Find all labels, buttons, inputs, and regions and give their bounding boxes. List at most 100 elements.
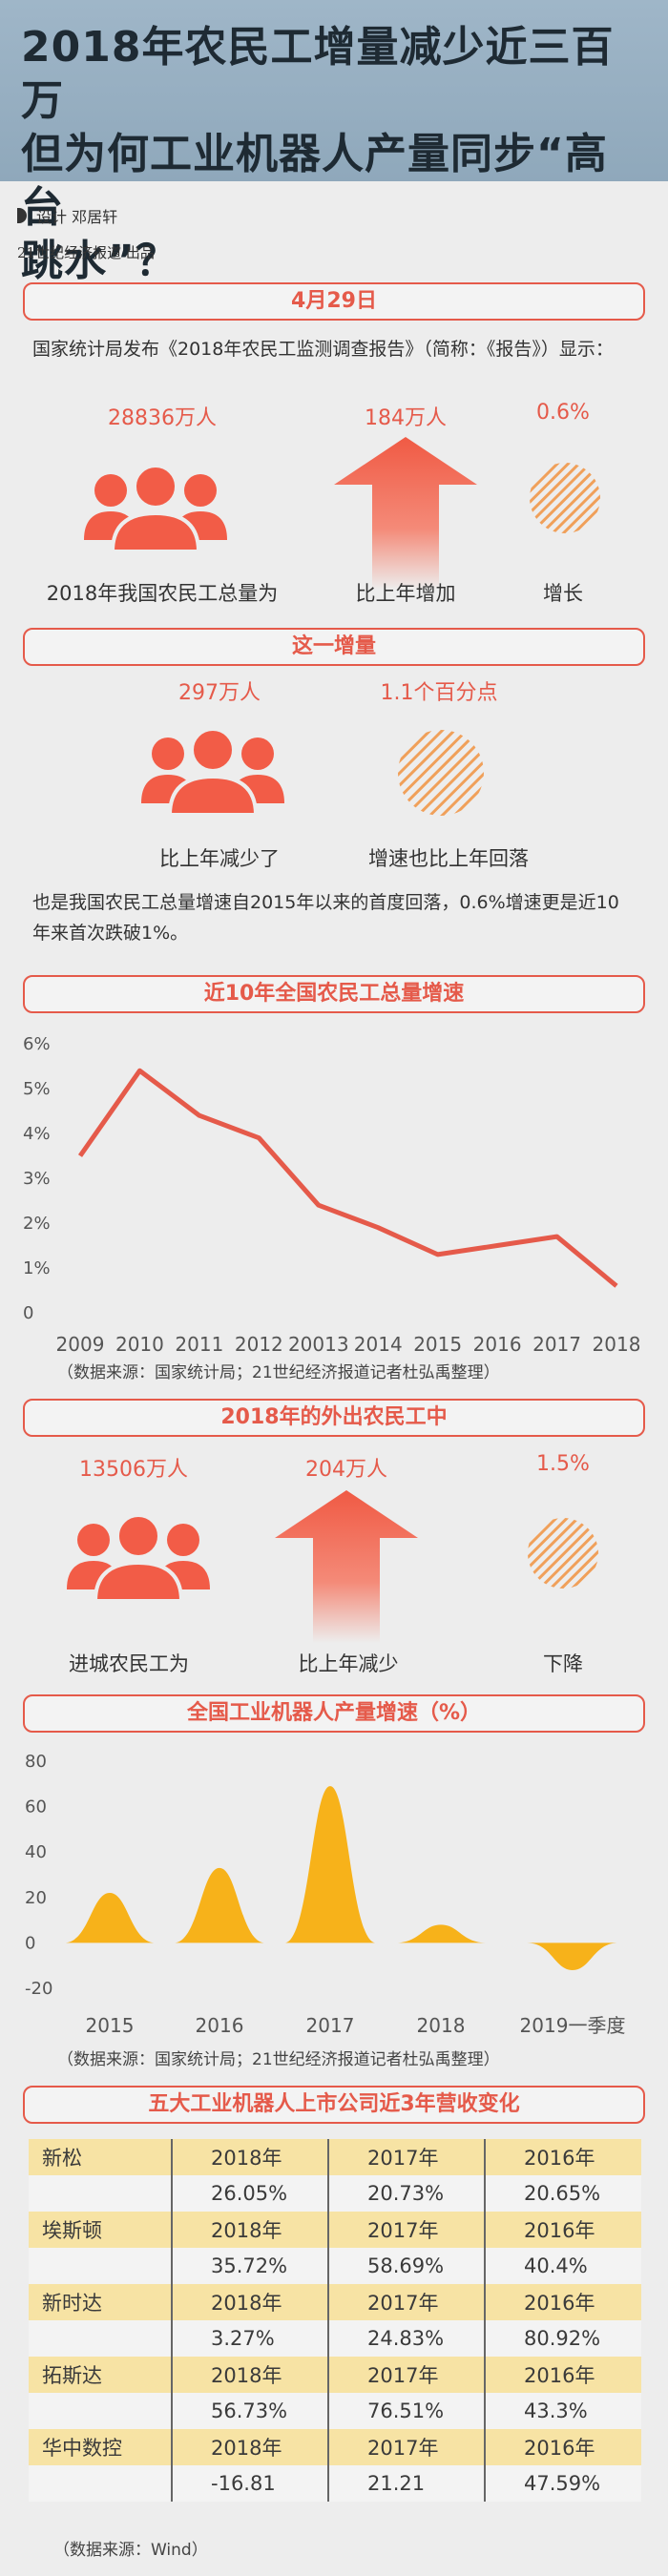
robot-x-tick-label: 2017 — [306, 2014, 355, 2037]
hatched-circle-icon — [528, 1518, 598, 1589]
line-y-tick-label: 4% — [23, 1124, 51, 1144]
empty-cell — [29, 2175, 172, 2212]
value-cell: 35.72% — [171, 2248, 328, 2284]
stat-rate-drop-label: 增速也比上年回落 — [368, 847, 529, 870]
line-chart-source-note: （数据来源：国家统计局；21世纪经济报道记者杜弘禹整理） — [57, 1363, 500, 1382]
year-cell: 2018年 — [171, 2284, 328, 2320]
robot-y-tick-label: -20 — [25, 1979, 52, 1999]
year-cell: 2017年 — [327, 2357, 485, 2393]
stat-total-label: 2018年我国农民工总量为 — [46, 582, 279, 605]
value-cell: 47.59% — [484, 2465, 641, 2502]
line-x-tick-label: 2014 — [354, 1333, 403, 1356]
stat-urban-value: 13506万人 — [79, 1458, 188, 1482]
stat-increase-label: 比上年增加 — [355, 582, 456, 605]
line-x-tick-label: 2017 — [532, 1333, 581, 1356]
header: 2018年农民工增量减少近三百万 但为何工业机器人产量同步“高台 跳水”？ — [0, 0, 668, 285]
banner-migrant: 2018年的外出农民工中 — [23, 1399, 645, 1437]
stat-decrease-label: 比上年减少了 — [159, 847, 280, 870]
line-x-tick-label: 2009 — [56, 1333, 105, 1356]
stat-migrant-drop-value: 1.5% — [536, 1452, 590, 1476]
robot-bell-mark — [64, 1893, 156, 1943]
credit-marker-icon — [17, 208, 27, 223]
table-row-values: 26.05% 20.73% 20.65% — [29, 2175, 641, 2212]
robot-chart: 80 60 40 20 0 -20 2015 2016 2017 2018 2019一季度 — [25, 1752, 626, 2037]
empty-cell — [29, 2320, 172, 2357]
table-source-note: （数据来源：Wind） — [53, 2541, 208, 2560]
credit: 设计 邓居轩 — [17, 204, 117, 227]
table-row-values: -16.81 21.21 47.59% — [29, 2465, 641, 2502]
robot-y-tick-label: 0 — [25, 1933, 35, 1953]
line-x-tick-label: 2010 — [115, 1333, 164, 1356]
brand-text: 21世纪经济报道 出品 — [17, 244, 155, 261]
stat-decrease-value: 297万人 — [178, 681, 261, 705]
value-cell: 76.51% — [327, 2393, 485, 2429]
year-cell: 2017年 — [327, 2429, 485, 2465]
year-cell: 2017年 — [327, 2284, 485, 2320]
stat-migrant-decrease-value: 204万人 — [305, 1458, 387, 1482]
table-row-values: 3.27% 24.83% 80.92% — [29, 2320, 641, 2357]
table-row-years: 新松 2018年 2017年 2016年 — [29, 2139, 641, 2175]
value-cell: 43.3% — [484, 2393, 641, 2429]
stat-migrant-decrease-label: 比上年减少 — [298, 1652, 399, 1675]
table-row-values: 56.73% 76.51% 43.3% — [29, 2393, 641, 2429]
page-title-line3: 跳水”？ — [21, 237, 178, 285]
explanation-text: 也是我国农民工总量增速自2015年以来的首度回落，0.6%增速更是近10年来首次… — [32, 892, 619, 944]
revenue-table: 新松 2018年 2017年 2016年 26.05% 20.73% 20.65% 埃斯顿 20… — [29, 2139, 641, 2502]
line-y-tick-label: 5% — [23, 1079, 51, 1099]
empty-cell — [29, 2465, 172, 2502]
year-cell: 2016年 — [484, 2357, 641, 2393]
banner-robot-chart: 全国工业机器人产量增速（%） — [23, 1694, 645, 1733]
year-cell: 2016年 — [484, 2284, 641, 2320]
table-row-years: 埃斯顿 2018年 2017年 2016年 — [29, 2212, 641, 2248]
stat-rate-drop-value: 1.1个百分点 — [380, 681, 498, 705]
value-cell: -16.81 — [171, 2465, 328, 2502]
line-y-tick-label: 1% — [23, 1258, 51, 1278]
company-name: 新松 — [29, 2139, 172, 2175]
value-cell: 20.65% — [484, 2175, 641, 2212]
value-cell: 24.83% — [327, 2320, 485, 2357]
empty-cell — [29, 2393, 172, 2429]
line-x-tick-label: 2018 — [593, 1333, 641, 1356]
value-cell: 58.69% — [327, 2248, 485, 2284]
banner-line-chart: 近10年全国农民工总量增速 — [23, 975, 645, 1013]
robot-bell-mark — [527, 1942, 618, 1970]
year-cell: 2017年 — [327, 2212, 485, 2248]
people-group-icon — [84, 466, 227, 553]
line-x-tick-label: 2016 — [473, 1333, 522, 1356]
stat-total-value: 28836万人 — [108, 406, 217, 430]
value-cell: 26.05% — [171, 2175, 328, 2212]
year-cell: 2016年 — [484, 2212, 641, 2248]
robot-x-tick-label: 2016 — [196, 2014, 244, 2037]
stat-growth-value: 0.6% — [536, 401, 590, 425]
stat-migrant-drop-label: 下降 — [543, 1652, 583, 1675]
value-cell: 3.27% — [171, 2320, 328, 2357]
intro-text: 国家统计局发布《2018年农民工监测调查报告》（简称：《报告》）显示： — [32, 339, 614, 360]
hatched-circle-icon — [530, 463, 600, 533]
value-cell: 56.73% — [171, 2393, 328, 2429]
empty-cell — [29, 2248, 172, 2284]
people-group-icon — [67, 1515, 210, 1603]
company-name: 埃斯顿 — [29, 2212, 172, 2248]
robot-x-tick-label: 2019一季度 — [520, 2014, 626, 2037]
robot-y-tick-label: 20 — [25, 1888, 47, 1908]
robot-bell-mark — [395, 1924, 487, 1943]
year-cell: 2016年 — [484, 2429, 641, 2465]
value-cell: 20.73% — [327, 2175, 485, 2212]
page-title-line2: 但为何工业机器人产量同步“高台 — [21, 130, 608, 232]
line-y-tick-label: 2% — [23, 1214, 51, 1234]
line-x-tick-label: 20013 — [288, 1333, 349, 1356]
banner-increment: 这一增量 — [23, 628, 645, 666]
line-chart: 6% 5% 4% 3% 2% 1% 0 2009 2010 2011 2012 20013 2014 20… — [23, 1034, 641, 1356]
value-cell: 21.21 — [327, 2465, 485, 2502]
year-cell: 2016年 — [484, 2139, 641, 2175]
robot-bell-mark — [284, 1786, 376, 1943]
up-arrow-icon — [334, 437, 477, 590]
stat-growth-label: 增长 — [543, 582, 583, 605]
robot-y-tick-label: 80 — [25, 1752, 47, 1772]
year-cell: 2017年 — [327, 2139, 485, 2175]
robot-y-tick-label: 40 — [25, 1842, 47, 1862]
year-cell: 2018年 — [171, 2357, 328, 2393]
banner-date: 4月29日 — [23, 282, 645, 321]
stat-increase-value: 184万人 — [365, 406, 447, 430]
line-y-tick-label: 3% — [23, 1169, 51, 1189]
